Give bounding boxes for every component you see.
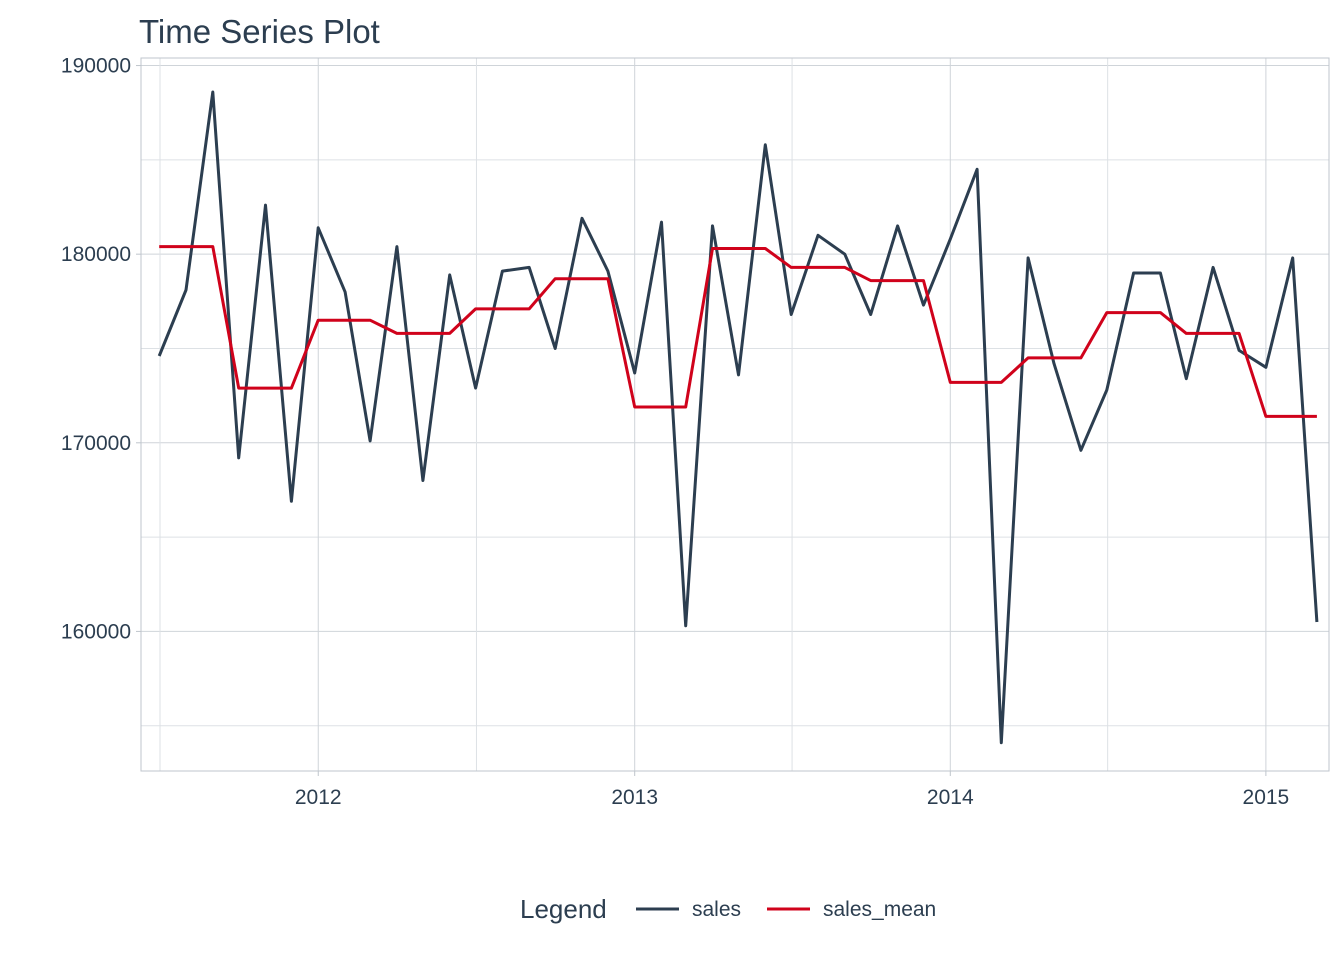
legend-title: Legend xyxy=(520,894,607,924)
y-axis-ticks: 160000 170000 180000 190000 xyxy=(61,55,141,643)
plot-panel-border xyxy=(140,57,1330,772)
series-line-sales xyxy=(157,90,1319,745)
y-tick-label: 160000 xyxy=(61,620,131,643)
y-tick-label: 170000 xyxy=(61,432,131,455)
x-tick-label: 2012 xyxy=(295,786,342,809)
series-line-sales-mean xyxy=(159,245,1317,418)
series-layer xyxy=(157,90,1319,745)
x-tick-label: 2013 xyxy=(611,786,658,809)
y-tick-label: 180000 xyxy=(61,243,131,266)
chart-title: Time Series Plot xyxy=(139,13,380,50)
grid xyxy=(141,58,1329,771)
x-axis-ticks: 2012 2013 2014 2015 xyxy=(295,771,1289,809)
y-tick-label: 190000 xyxy=(61,55,131,78)
x-tick-label: 2015 xyxy=(1243,786,1290,809)
legend-label-sales: sales xyxy=(692,898,741,921)
legend-label-sales-mean: sales_mean xyxy=(823,898,936,921)
legend: Legend sales sales_mean xyxy=(520,894,936,924)
x-tick-label: 2014 xyxy=(927,786,974,809)
